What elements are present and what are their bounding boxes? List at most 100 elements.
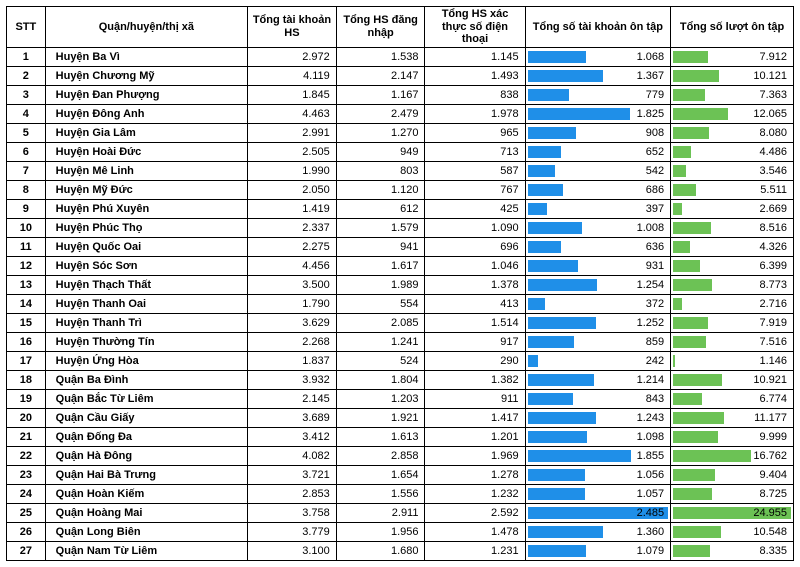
cell-review-turns: 11.177: [671, 408, 794, 427]
cell-numeric: 1.654: [336, 465, 425, 484]
cell-numeric: 1.617: [336, 256, 425, 275]
table-row: 14Huyện Thanh Oai1.7905544133722.716: [7, 294, 794, 313]
cell-district-name: Huyện Hoài Đức: [45, 142, 247, 161]
cell-district-name: Huyện Ứng Hòa: [45, 351, 247, 370]
table-row: 9Huyện Phú Xuyên1.4196124253972.669: [7, 199, 794, 218]
bar-value-label: 1.252: [526, 315, 665, 331]
cell-review-accounts: 1.068: [525, 47, 671, 66]
bar-value-label: 1.367: [526, 68, 665, 84]
bar-value-label: 1.825: [526, 106, 665, 122]
cell-review-accounts: 1.825: [525, 104, 671, 123]
cell-review-turns: 8.516: [671, 218, 794, 237]
bar-value-label: 372: [526, 296, 665, 312]
district-stats-table: STT Quận/huyện/thị xã Tổng tài khoản HS …: [6, 6, 794, 561]
bar-value-label: 7.516: [671, 334, 787, 350]
cell-numeric: 1.203: [336, 389, 425, 408]
table-row: 23Quận Hai Bà Trưng3.7211.6541.2781.0569…: [7, 465, 794, 484]
bar-value-label: 931: [526, 258, 665, 274]
bar-value-label: 1.079: [526, 543, 665, 559]
cell-numeric: 838: [425, 85, 525, 104]
cell-district-name: Quận Long Biên: [45, 522, 247, 541]
cell-numeric: 2.147: [336, 66, 425, 85]
cell-numeric: 1.378: [425, 275, 525, 294]
cell-numeric: 1.046: [425, 256, 525, 275]
cell-district-name: Huyện Thường Tín: [45, 332, 247, 351]
cell-review-turns: 9.404: [671, 465, 794, 484]
cell-district-name: Huyện Thanh Oai: [45, 294, 247, 313]
cell-review-accounts: 1.243: [525, 408, 671, 427]
cell-stt: 22: [7, 446, 46, 465]
cell-review-accounts: 1.367: [525, 66, 671, 85]
cell-review-turns: 7.516: [671, 332, 794, 351]
cell-numeric: 1.231: [425, 541, 525, 560]
cell-stt: 20: [7, 408, 46, 427]
cell-review-turns: 2.669: [671, 199, 794, 218]
cell-numeric: 2.337: [248, 218, 337, 237]
bar-value-label: 2.485: [526, 505, 665, 521]
cell-stt: 14: [7, 294, 46, 313]
cell-numeric: 1.978: [425, 104, 525, 123]
cell-numeric: 713: [425, 142, 525, 161]
cell-numeric: 1.538: [336, 47, 425, 66]
cell-numeric: 2.145: [248, 389, 337, 408]
table-row: 2Huyện Chương Mỹ4.1192.1471.4931.36710.1…: [7, 66, 794, 85]
cell-review-accounts: 1.057: [525, 484, 671, 503]
cell-district-name: Quận Bắc Từ Liêm: [45, 389, 247, 408]
table-row: 15Huyện Thanh Trì3.6292.0851.5141.2527.9…: [7, 313, 794, 332]
cell-review-accounts: 1.214: [525, 370, 671, 389]
cell-numeric: 696: [425, 237, 525, 256]
bar-value-label: 1.214: [526, 372, 665, 388]
cell-review-accounts: 372: [525, 294, 671, 313]
table-row: 25Quận Hoàng Mai3.7582.9112.5922.48524.9…: [7, 503, 794, 522]
cell-review-turns: 10.121: [671, 66, 794, 85]
cell-numeric: 1.613: [336, 427, 425, 446]
cell-numeric: 4.463: [248, 104, 337, 123]
cell-numeric: 2.858: [336, 446, 425, 465]
cell-numeric: 1.680: [336, 541, 425, 560]
bar-value-label: 10.121: [671, 68, 787, 84]
cell-review-turns: 8.335: [671, 541, 794, 560]
cell-district-name: Huyện Thanh Trì: [45, 313, 247, 332]
cell-stt: 21: [7, 427, 46, 446]
cell-numeric: 1.120: [336, 180, 425, 199]
cell-numeric: 425: [425, 199, 525, 218]
cell-review-turns: 4.486: [671, 142, 794, 161]
cell-numeric: 965: [425, 123, 525, 142]
cell-numeric: 1.417: [425, 408, 525, 427]
bar-value-label: 652: [526, 144, 665, 160]
cell-numeric: 3.758: [248, 503, 337, 522]
cell-review-turns: 1.146: [671, 351, 794, 370]
col-header-stt: STT: [7, 7, 46, 48]
cell-numeric: 1.270: [336, 123, 425, 142]
bar-value-label: 4.486: [671, 144, 787, 160]
cell-numeric: 2.853: [248, 484, 337, 503]
cell-numeric: 1.989: [336, 275, 425, 294]
cell-review-accounts: 636: [525, 237, 671, 256]
cell-stt: 17: [7, 351, 46, 370]
cell-numeric: 524: [336, 351, 425, 370]
cell-stt: 2: [7, 66, 46, 85]
cell-district-name: Huyện Mê Linh: [45, 161, 247, 180]
cell-numeric: 3.629: [248, 313, 337, 332]
cell-numeric: 2.911: [336, 503, 425, 522]
bar-value-label: 843: [526, 391, 665, 407]
cell-review-accounts: 686: [525, 180, 671, 199]
cell-review-turns: 9.999: [671, 427, 794, 446]
table-body: 1Huyện Ba Vì2.9721.5381.1451.0687.9122Hu…: [7, 47, 794, 560]
cell-numeric: 1.419: [248, 199, 337, 218]
cell-stt: 16: [7, 332, 46, 351]
bar-value-label: 1.855: [526, 448, 665, 464]
bar-value-label: 11.177: [671, 410, 787, 426]
bar-value-label: 8.516: [671, 220, 787, 236]
cell-review-turns: 3.546: [671, 161, 794, 180]
bar-value-label: 542: [526, 163, 665, 179]
cell-numeric: 1.232: [425, 484, 525, 503]
cell-numeric: 2.050: [248, 180, 337, 199]
table-row: 21Quận Đống Đa3.4121.6131.2011.0989.999: [7, 427, 794, 446]
cell-district-name: Huyện Ba Vì: [45, 47, 247, 66]
bar-value-label: 779: [526, 87, 665, 103]
cell-stt: 13: [7, 275, 46, 294]
cell-review-turns: 8.080: [671, 123, 794, 142]
cell-district-name: Huyện Quốc Oai: [45, 237, 247, 256]
cell-numeric: 3.721: [248, 465, 337, 484]
